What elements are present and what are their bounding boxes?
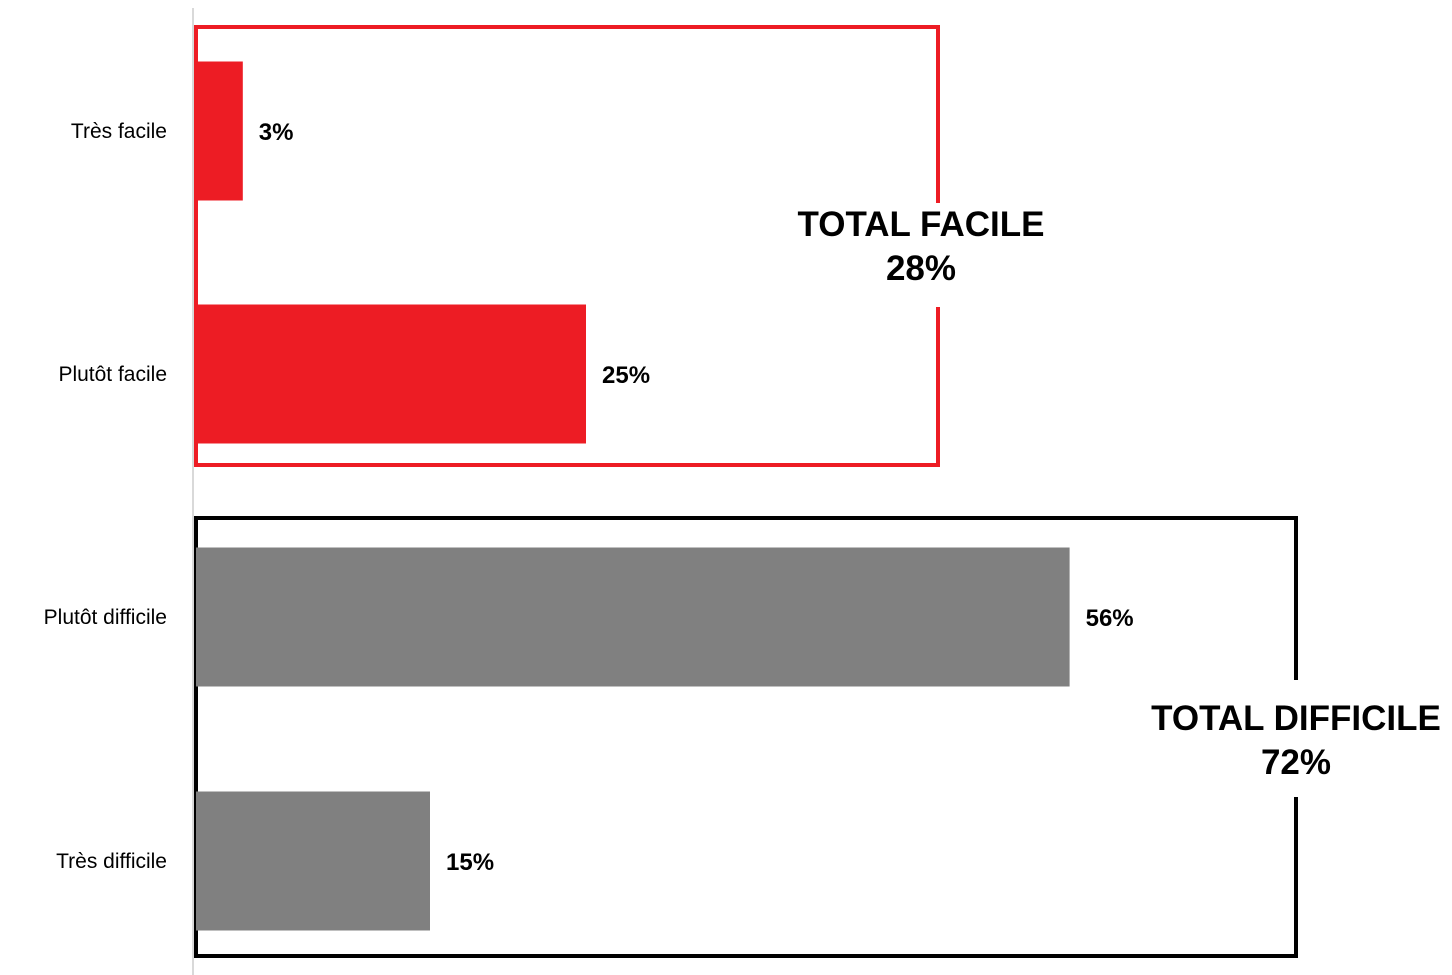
- category-label-plutot-facile: Plutôt facile: [58, 363, 167, 386]
- category-label-plutot-difficile: Plutôt difficile: [44, 606, 167, 629]
- value-label-plutot-difficile: 56%: [1086, 605, 1134, 632]
- bar-tres-difficile: [196, 791, 430, 931]
- group-total-value-difficile: 72%: [1261, 743, 1331, 782]
- group-total-value-facile: 28%: [886, 249, 956, 288]
- bars-layer: Très facile 3% Plutôt facile 25% Plutôt diff…: [44, 61, 1134, 931]
- group-box-difficile: [194, 516, 1298, 958]
- bar-tres-facile: [196, 61, 243, 201]
- group-total-title-difficile: TOTAL DIFFICILE: [1151, 699, 1441, 738]
- bar-plutot-facile: [196, 304, 586, 444]
- value-label-tres-facile: 3%: [259, 119, 294, 146]
- value-label-tres-difficile: 15%: [446, 849, 494, 876]
- category-label-tres-difficile: Très difficile: [56, 850, 167, 873]
- category-label-tres-facile: Très facile: [71, 120, 167, 143]
- group-total-title-facile: TOTAL FACILE: [798, 205, 1045, 244]
- bar-plutot-difficile: [196, 547, 1070, 687]
- group-box-facile: [194, 25, 940, 467]
- value-label-plutot-facile: 25%: [602, 362, 650, 389]
